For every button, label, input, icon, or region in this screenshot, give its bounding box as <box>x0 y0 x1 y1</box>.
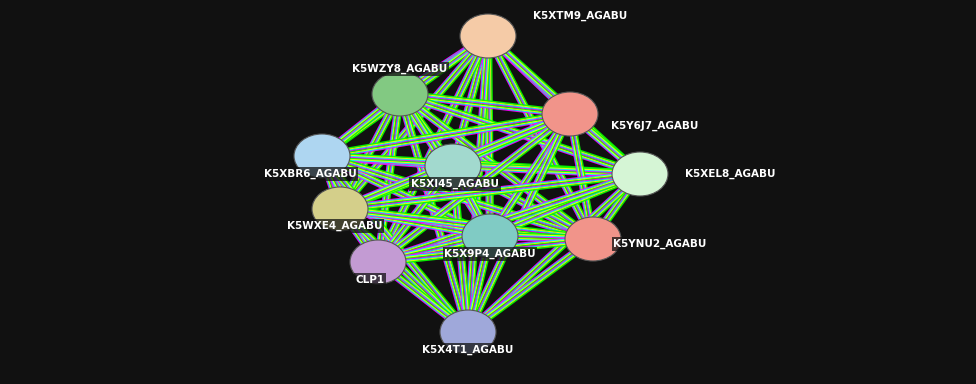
Ellipse shape <box>565 217 621 261</box>
Ellipse shape <box>440 310 496 354</box>
Text: K5Y6J7_AGABU: K5Y6J7_AGABU <box>611 121 699 131</box>
Ellipse shape <box>425 144 481 188</box>
Text: K5WZY8_AGABU: K5WZY8_AGABU <box>352 64 448 74</box>
Text: CLP1: CLP1 <box>355 275 385 285</box>
Text: K5YNU2_AGABU: K5YNU2_AGABU <box>613 239 707 249</box>
Ellipse shape <box>612 152 668 196</box>
Text: K5XEL8_AGABU: K5XEL8_AGABU <box>685 169 775 179</box>
Text: K5X4T1_AGABU: K5X4T1_AGABU <box>423 345 513 355</box>
Text: K5XBR6_AGABU: K5XBR6_AGABU <box>264 169 356 179</box>
Text: K5WXE4_AGABU: K5WXE4_AGABU <box>287 221 383 231</box>
Ellipse shape <box>350 240 406 284</box>
Text: K5X9P4_AGABU: K5X9P4_AGABU <box>444 249 536 259</box>
Text: K5XI45_AGABU: K5XI45_AGABU <box>411 179 499 189</box>
Ellipse shape <box>294 134 350 178</box>
Ellipse shape <box>372 72 428 116</box>
Ellipse shape <box>312 187 368 231</box>
Ellipse shape <box>460 14 516 58</box>
Ellipse shape <box>462 214 518 258</box>
Text: K5XTM9_AGABU: K5XTM9_AGABU <box>533 11 628 21</box>
Ellipse shape <box>542 92 598 136</box>
